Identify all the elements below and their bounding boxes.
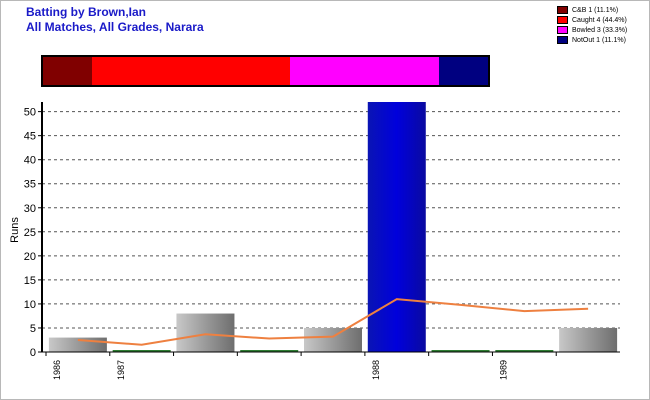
average-line xyxy=(77,298,589,346)
notout-bar xyxy=(367,102,426,352)
legend-label: NotOut 1 (11.1%) xyxy=(572,36,626,44)
y-tick-label: 20 xyxy=(24,251,36,263)
runs-bar xyxy=(176,313,235,352)
y-tick-label: 30 xyxy=(24,203,36,215)
legend-label: Bowled 3 (33.3%) xyxy=(572,26,628,34)
legend-swatch xyxy=(557,6,568,14)
dismissal-summary-bar xyxy=(41,55,490,87)
chart-title: Batting by Brown,Ian xyxy=(26,5,146,19)
duck-bar xyxy=(240,350,299,352)
y-tick-label: 50 xyxy=(24,107,36,119)
runs-bar xyxy=(559,327,618,352)
legend-label: Caught 4 (44.4%) xyxy=(572,16,627,24)
y-tick-label: 45 xyxy=(24,131,36,143)
legend: C&B 1 (11.1%) Caught 4 (44.4%) Bowled 3 … xyxy=(557,5,627,45)
y-tick-label: 10 xyxy=(24,299,36,311)
legend-swatch xyxy=(557,36,568,44)
x-tick-label: 1987 xyxy=(116,360,126,380)
y-tick-label: 5 xyxy=(30,323,36,335)
dismissal-segment-notout xyxy=(438,57,488,85)
y-tick-label: 0 xyxy=(30,347,36,359)
legend-item: Bowled 3 (33.3%) xyxy=(557,25,627,35)
x-tick-label: 1989 xyxy=(498,360,508,380)
y-tick-label: 40 xyxy=(24,155,36,167)
runs-bar xyxy=(304,327,362,352)
x-tick-label: 1988 xyxy=(371,360,381,380)
dismissal-segment-bowled xyxy=(290,57,439,85)
chart-subtitle: All Matches, All Grades, Narara xyxy=(26,20,204,34)
legend-item: Caught 4 (44.4%) xyxy=(557,15,627,25)
y-tick-label: 25 xyxy=(24,227,36,239)
legend-item: NotOut 1 (11.1%) xyxy=(557,35,627,45)
legend-swatch xyxy=(557,16,568,24)
legend-item: C&B 1 (11.1%) xyxy=(557,5,627,15)
dismissal-segment-c-b xyxy=(43,57,93,85)
dismissal-segment-caught xyxy=(92,57,291,85)
runs-bar xyxy=(48,337,107,352)
duck-bar xyxy=(495,350,554,352)
legend-label: C&B 1 (11.1%) xyxy=(572,6,619,14)
duck-bar xyxy=(431,350,490,352)
y-axis-label: Runs xyxy=(9,217,21,243)
legend-swatch xyxy=(557,26,568,34)
y-tick-label: 35 xyxy=(24,179,36,191)
x-tick-label: 1986 xyxy=(52,360,62,380)
y-tick-label: 15 xyxy=(24,275,36,287)
duck-bar xyxy=(112,350,171,352)
